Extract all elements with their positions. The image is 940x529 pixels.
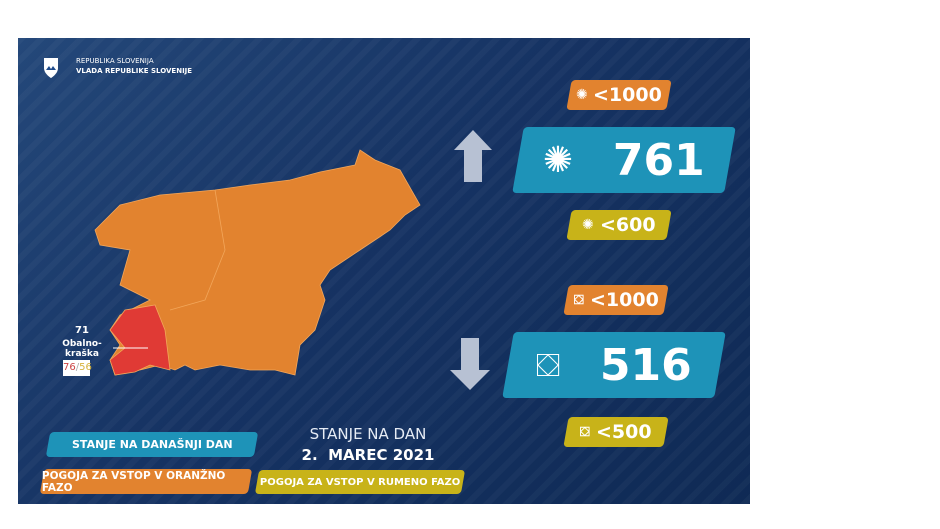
hospital-yellow-threshold: ⛋ <500 bbox=[563, 417, 669, 447]
arrow-down-icon bbox=[450, 338, 490, 390]
cases-value-box: ✺ 761 bbox=[512, 127, 736, 193]
virus-icon: ✺ bbox=[575, 87, 588, 103]
hospital-value-box: ⛋ 516 bbox=[502, 332, 726, 398]
map-orange-regions bbox=[94, 149, 421, 376]
coat-of-arms-icon bbox=[44, 58, 58, 78]
hospital-bed-icon: ⛋ bbox=[580, 424, 591, 440]
infographic: REPUBLIKA SLOVENIJA VLADA REPUBLIKE SLOV… bbox=[18, 38, 750, 504]
hospital-bed-icon: ⛋ bbox=[573, 292, 584, 308]
arrow-up-icon bbox=[454, 130, 492, 182]
region-ratio: 76/56 bbox=[63, 360, 92, 376]
virus-icon: ✺ bbox=[542, 139, 574, 181]
government-logo-text: REPUBLIKA SLOVENIJA VLADA REPUBLIKE SLOV… bbox=[76, 57, 193, 75]
cases-yellow-threshold: ✺ <600 bbox=[566, 210, 672, 240]
hospital-bed-icon: ⛋ bbox=[535, 345, 561, 384]
legend-yellow: POGOJA ZA VSTOP V RUMENO FAZO bbox=[254, 470, 466, 494]
map-region-obalno-kraska bbox=[109, 304, 171, 376]
date-block: STANJE NA DAN 2. MAREC 2021 bbox=[301, 425, 435, 464]
legend-orange: POGOJA ZA VSTOP V ORANŽNO FAZO bbox=[39, 469, 253, 494]
virus-icon: ✺ bbox=[582, 217, 595, 233]
hospital-orange-threshold: ⛋ <1000 bbox=[563, 285, 669, 315]
slovenia-map bbox=[94, 149, 421, 376]
region-label: 71 Obalno-kraška bbox=[62, 325, 102, 359]
cases-orange-threshold: ✺ <1000 bbox=[566, 80, 672, 110]
legend-today: STANJE NA DANAŠNJI DAN bbox=[45, 432, 259, 457]
